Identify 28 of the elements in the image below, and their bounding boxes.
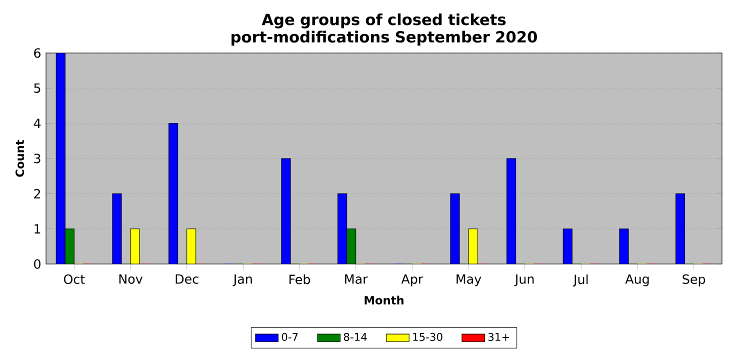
x-tick-label: May (456, 274, 482, 286)
bar (64, 228, 74, 264)
x-tick-label: Mar (345, 274, 368, 284)
legend-label: 0-7 (282, 332, 298, 341)
y-tick-label: 0 (34, 259, 40, 269)
x-tick-label: Jul (572, 274, 588, 287)
x-axis-title: Month (364, 296, 404, 304)
y-tick-label: 6 (34, 48, 40, 58)
y-axis-title: Count (16, 140, 24, 177)
y-tick-label: 2 (34, 188, 40, 198)
x-tick-label: Jan (232, 274, 252, 286)
y-tick-label: 4 (34, 118, 41, 128)
x-tick-label: Oct (64, 274, 85, 284)
y-tick-label: 5 (34, 83, 40, 93)
bar (346, 228, 356, 264)
y-tick-label: 3 (34, 154, 40, 164)
x-tick-label: Feb (290, 274, 310, 284)
x-tick-label: Apr (401, 274, 424, 286)
legend-label: 31+ (488, 332, 510, 341)
x-tick-label: Sep (682, 274, 706, 286)
x-tick-label: Nov (119, 274, 142, 284)
legend-label: 15-30 (413, 332, 442, 341)
chart-title: Age groups of closed tickets port-modifications September 2020 (232, 13, 537, 46)
y-tick-label: 1 (34, 224, 40, 234)
x-tick-label: Dec (176, 274, 198, 284)
legend-label: 8-14 (344, 332, 367, 341)
x-tick-label: Jun (514, 274, 534, 286)
x-tick-label: Aug (625, 274, 649, 286)
